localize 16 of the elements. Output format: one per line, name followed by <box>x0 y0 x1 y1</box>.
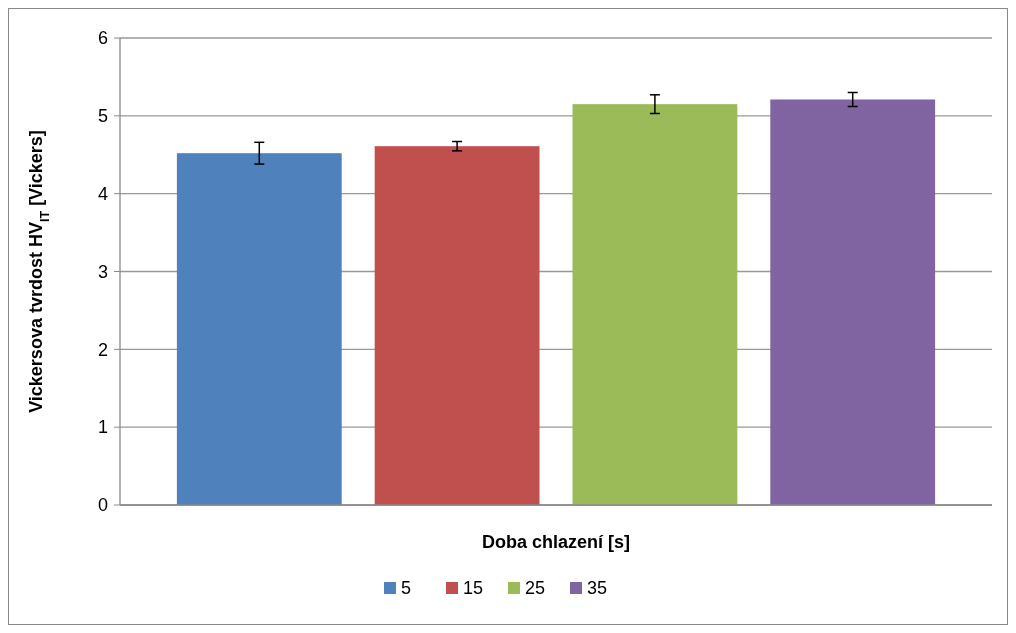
bar <box>176 153 342 505</box>
x-axis-title: Doba chlazení [s] <box>481 532 631 552</box>
bar <box>770 99 936 505</box>
legend-label: 15 <box>463 578 484 599</box>
bar <box>374 146 540 505</box>
y-tick-label: 6 <box>97 28 108 49</box>
legend-label: 35 <box>587 578 608 599</box>
y-tick-label: 3 <box>97 261 108 282</box>
y-tick-label: 0 <box>97 495 108 516</box>
legend-label: 25 <box>525 578 546 599</box>
y-tick-label: 5 <box>97 106 108 127</box>
legend-label: 5 <box>401 578 412 599</box>
y-tick-label: 1 <box>97 417 108 438</box>
y-tick-label: 2 <box>97 339 108 360</box>
y-tick-label: 4 <box>97 183 108 204</box>
bar <box>572 104 738 505</box>
